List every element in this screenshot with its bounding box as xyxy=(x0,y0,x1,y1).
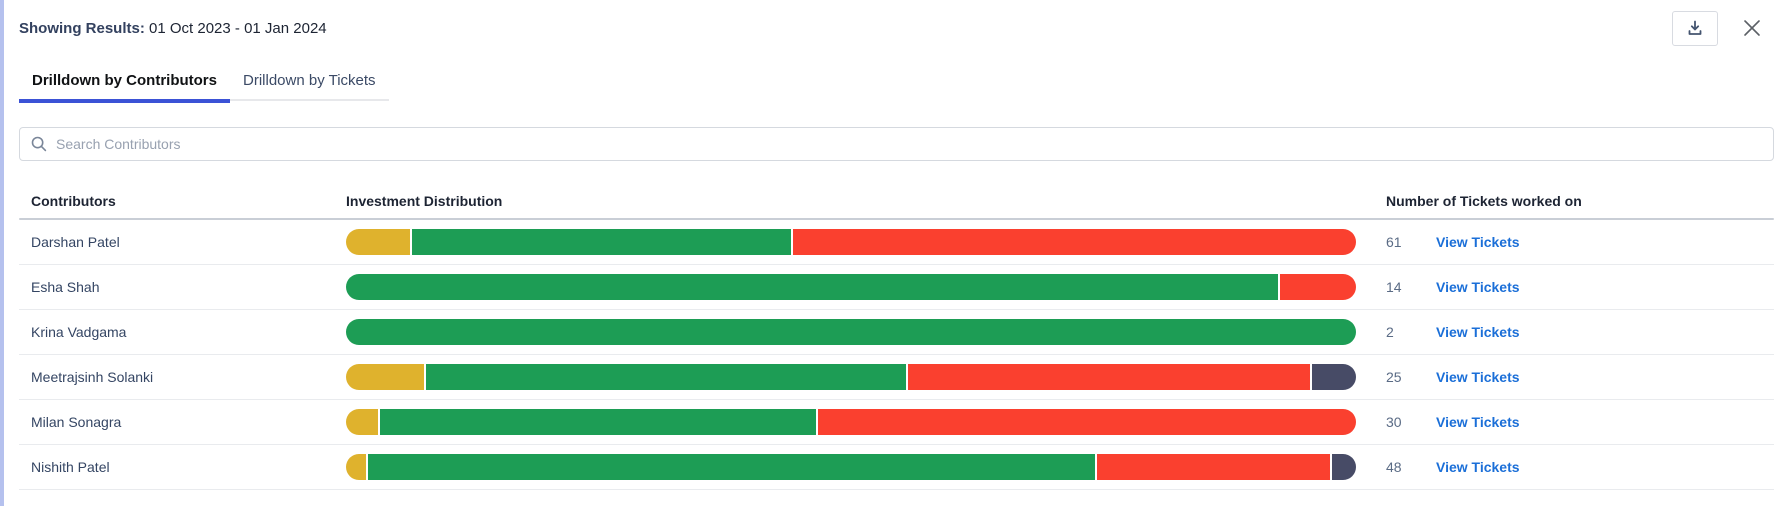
contributor-name: Meetrajsinh Solanki xyxy=(31,369,154,385)
tab-bar: Drilldown by Contributors Drilldown by T… xyxy=(19,64,389,103)
showing-results-label: Showing Results: xyxy=(19,19,145,37)
tickets-count: 48 xyxy=(1386,459,1402,475)
table-row: Nishith Patel 48 View Tickets xyxy=(19,445,1774,490)
view-tickets-cell: View Tickets xyxy=(1436,324,1774,340)
panel-left-edge xyxy=(0,0,4,506)
contributor-name: Milan Sonagra xyxy=(31,414,122,430)
close-button[interactable] xyxy=(1738,14,1766,42)
tickets-count: 25 xyxy=(1386,369,1402,385)
investment-distribution-cell xyxy=(346,409,1386,435)
bar-segment-yellow xyxy=(346,454,367,480)
bar-segment-green xyxy=(426,364,907,390)
view-tickets-link[interactable]: View Tickets xyxy=(1436,459,1520,475)
close-icon xyxy=(1741,17,1763,39)
tab-drilldown-by-contributors[interactable]: Drilldown by Contributors xyxy=(19,64,230,103)
table-body: Darshan Patel 61 View Tickets Esha Shah … xyxy=(19,220,1774,490)
top-bar-actions xyxy=(1672,10,1774,46)
bar-segment-red xyxy=(792,229,1356,255)
bar-segment-red xyxy=(817,409,1356,435)
search-contributors-box[interactable] xyxy=(19,127,1774,161)
investment-distribution-cell xyxy=(346,229,1386,255)
search-icon xyxy=(30,135,48,153)
view-tickets-cell: View Tickets xyxy=(1436,369,1774,385)
view-tickets-link[interactable]: View Tickets xyxy=(1436,369,1520,385)
download-button[interactable] xyxy=(1672,10,1718,46)
investment-distribution-cell xyxy=(346,274,1386,300)
search-input[interactable] xyxy=(56,136,1763,152)
investment-distribution-bar xyxy=(346,274,1356,300)
bar-segment-green xyxy=(368,454,1095,480)
download-icon xyxy=(1685,18,1705,38)
bar-segment-yellow xyxy=(346,409,379,435)
column-header-contributors: Contributors xyxy=(31,193,116,209)
bar-segment-red xyxy=(908,364,1310,390)
investment-distribution-bar xyxy=(346,364,1356,390)
tab-drilldown-by-tickets[interactable]: Drilldown by Tickets xyxy=(230,64,389,103)
drilldown-panel: Showing Results: 01 Oct 2023 - 01 Jan 20… xyxy=(4,0,1792,490)
bar-segment-yellow xyxy=(346,229,411,255)
table-header-row: Contributors Investment Distribution Num… xyxy=(19,184,1774,218)
table-header-divider xyxy=(19,218,1774,220)
view-tickets-cell: View Tickets xyxy=(1436,234,1774,250)
bar-segment-green xyxy=(346,319,1356,345)
bar-segment-dark xyxy=(1311,364,1356,390)
investment-distribution-bar xyxy=(346,409,1356,435)
investment-distribution-bar xyxy=(346,454,1356,480)
column-header-tickets: Number of Tickets worked on xyxy=(1386,193,1582,209)
bar-segment-dark xyxy=(1331,454,1356,480)
bar-segment-green xyxy=(346,274,1279,300)
contributor-name: Darshan Patel xyxy=(31,234,120,250)
bar-segment-yellow xyxy=(346,364,425,390)
table-row: Milan Sonagra 30 View Tickets xyxy=(19,400,1774,445)
tickets-count: 61 xyxy=(1386,234,1402,250)
contributor-name: Nishith Patel xyxy=(31,459,110,475)
tickets-count: 14 xyxy=(1386,279,1402,295)
tab-label: Drilldown by Tickets xyxy=(243,72,376,89)
bar-segment-red xyxy=(1280,274,1356,300)
tab-label: Drilldown by Contributors xyxy=(32,72,217,89)
date-range-value: 01 Oct 2023 - 01 Jan 2024 xyxy=(149,19,327,37)
top-bar: Showing Results: 01 Oct 2023 - 01 Jan 20… xyxy=(19,0,1774,56)
showing-results-title: Showing Results: 01 Oct 2023 - 01 Jan 20… xyxy=(19,20,327,37)
tickets-count: 2 xyxy=(1386,324,1394,340)
bar-segment-red xyxy=(1096,454,1330,480)
view-tickets-cell: View Tickets xyxy=(1436,279,1774,295)
investment-distribution-bar xyxy=(346,319,1356,345)
bar-segment-green xyxy=(412,229,791,255)
investment-distribution-cell xyxy=(346,319,1386,345)
view-tickets-link[interactable]: View Tickets xyxy=(1436,279,1520,295)
table-row: Esha Shah 14 View Tickets xyxy=(19,265,1774,310)
contributor-name: Krina Vadgama xyxy=(31,324,127,340)
view-tickets-link[interactable]: View Tickets xyxy=(1436,414,1520,430)
view-tickets-cell: View Tickets xyxy=(1436,459,1774,475)
investment-distribution-bar xyxy=(346,229,1356,255)
table-row: Krina Vadgama 2 View Tickets xyxy=(19,310,1774,355)
table-row: Darshan Patel 61 View Tickets xyxy=(19,220,1774,265)
view-tickets-cell: View Tickets xyxy=(1436,414,1774,430)
investment-distribution-cell xyxy=(346,454,1386,480)
view-tickets-link[interactable]: View Tickets xyxy=(1436,324,1520,340)
table-row: Meetrajsinh Solanki 25 View Tickets xyxy=(19,355,1774,400)
view-tickets-link[interactable]: View Tickets xyxy=(1436,234,1520,250)
column-header-investment-distribution: Investment Distribution xyxy=(346,193,503,209)
investment-distribution-cell xyxy=(346,364,1386,390)
contributor-name: Esha Shah xyxy=(31,279,100,295)
bar-segment-green xyxy=(380,409,816,435)
tickets-count: 30 xyxy=(1386,414,1402,430)
